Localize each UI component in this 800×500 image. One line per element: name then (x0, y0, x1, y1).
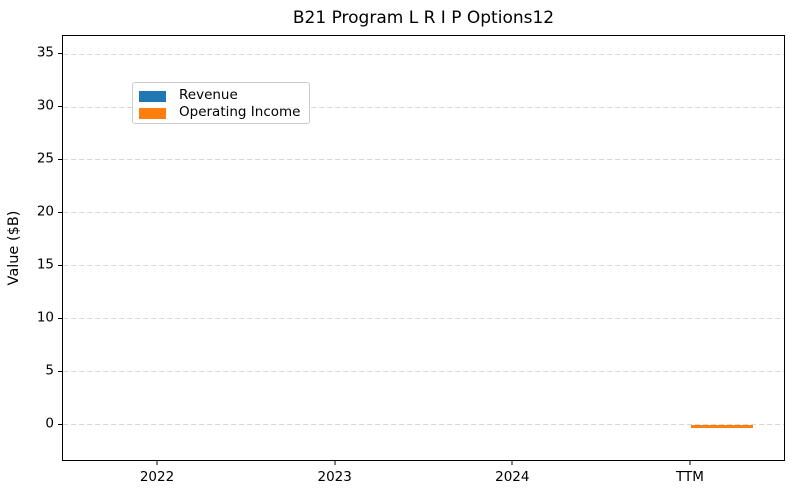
gridline-y-35 (63, 53, 784, 55)
y-tick-mark-25 (58, 158, 62, 160)
y-tick-label-10: 10 (36, 309, 54, 326)
gridline-y-0 (63, 424, 784, 426)
y-tick-mark-5 (58, 370, 62, 372)
y-tick-label-15: 15 (36, 256, 54, 273)
chart-title: B21 Program L R I P Options12 (292, 8, 555, 28)
x-tick-label-ttm: TTM (676, 469, 704, 485)
x-tick-mark-ttm (689, 461, 691, 465)
x-tick-mark-2023 (334, 461, 336, 465)
y-tick-label-35: 35 (36, 44, 54, 61)
y-tick-mark-35 (58, 53, 62, 54)
gridline-y-25 (63, 159, 784, 161)
x-tick-label-2022: 2022 (139, 469, 175, 485)
y-tick-label-25: 25 (36, 150, 54, 167)
y-tick-mark-30 (58, 106, 62, 107)
y-tick-mark-20 (58, 211, 62, 213)
x-tick-label-2024: 2024 (495, 469, 530, 485)
x-tick-mark-2022 (156, 461, 158, 465)
legend-label-operating-income: Operating Income (179, 104, 301, 121)
x-tick-label-2023: 2023 (317, 469, 352, 485)
legend: Revenue Operating Income (132, 82, 310, 124)
legend-label-revenue: Revenue (179, 87, 238, 104)
y-tick-mark-15 (58, 264, 62, 266)
y-tick-label-5: 5 (45, 362, 54, 379)
bar-operating-income-ttm (690, 424, 754, 429)
y-tick-mark-0 (58, 423, 62, 425)
y-tick-label-0: 0 (45, 415, 54, 432)
gridline-y-30 (63, 106, 784, 108)
gridline-y-20 (63, 212, 784, 214)
legend-swatch-operating-income (139, 107, 166, 119)
legend-swatch-revenue (139, 90, 166, 102)
gridline-y-10 (63, 318, 784, 320)
legend-entry-revenue: Revenue (139, 88, 301, 104)
gridline-y-5 (63, 371, 784, 373)
y-tick-label-20: 20 (36, 203, 54, 220)
gridline-y-15 (63, 265, 784, 267)
legend-entry-operating-income: Operating Income (139, 105, 301, 121)
y-tick-mark-10 (58, 317, 62, 319)
y-tick-label-30: 30 (36, 97, 54, 114)
x-tick-mark-2024 (511, 461, 513, 465)
plot-area: Revenue Operating Income (62, 35, 785, 461)
